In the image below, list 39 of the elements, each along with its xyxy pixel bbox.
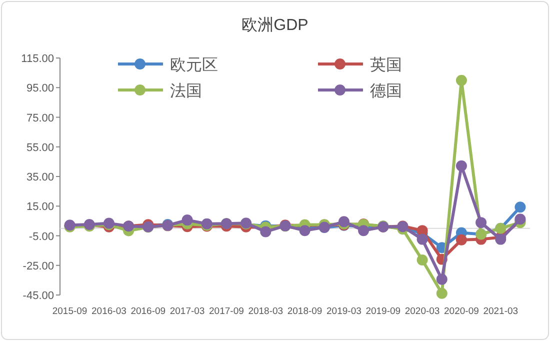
point [260, 226, 272, 238]
x-tick-label: 2016-09 [130, 306, 166, 317]
legend-label: 法国 [170, 82, 202, 100]
y-tick-label: 15.00 [26, 201, 54, 214]
x-tick-label: 2015-09 [52, 306, 88, 317]
x-tick-label: 2020-03 [404, 306, 440, 317]
legend-label: 英国 [370, 56, 402, 74]
x-tick-label: 2016-03 [92, 306, 126, 317]
x-tick-label: 2020-09 [444, 306, 479, 317]
point [416, 254, 428, 266]
x-tick-label: 2019-03 [326, 306, 362, 317]
y-tick-label: -5.00 [28, 230, 54, 243]
point [436, 274, 448, 285]
point [416, 234, 428, 245]
x-tick-label: 2018-09 [287, 306, 322, 317]
point [456, 74, 467, 86]
point [456, 160, 467, 172]
x-tick-label: 2021-03 [483, 306, 518, 317]
point [456, 234, 467, 246]
x-tick-label: 2017-03 [170, 306, 205, 317]
y-tick-label: 115.00 [21, 53, 54, 65]
y-tick-label: -45.00 [22, 290, 54, 302]
chart-title: 欧洲GDP [242, 16, 308, 34]
y-tick-label: -25.00 [22, 260, 54, 272]
point [514, 202, 526, 213]
y-tick-label: 55.00 [26, 142, 54, 154]
legend-label: 欧元区 [170, 57, 218, 74]
point [436, 288, 448, 299]
x-tick-label: 2017-09 [209, 306, 244, 317]
y-tick-label: 95.00 [26, 82, 54, 95]
point [358, 225, 370, 236]
y-tick-label: 35.00 [26, 172, 54, 184]
x-tick-label: 2018-03 [248, 306, 284, 317]
x-tick-label: 2019-09 [366, 306, 401, 317]
legend-label: 德国 [370, 83, 402, 100]
point [299, 225, 310, 236]
point [476, 217, 487, 228]
y-tick-label: 75.00 [26, 112, 54, 124]
point [182, 214, 193, 226]
